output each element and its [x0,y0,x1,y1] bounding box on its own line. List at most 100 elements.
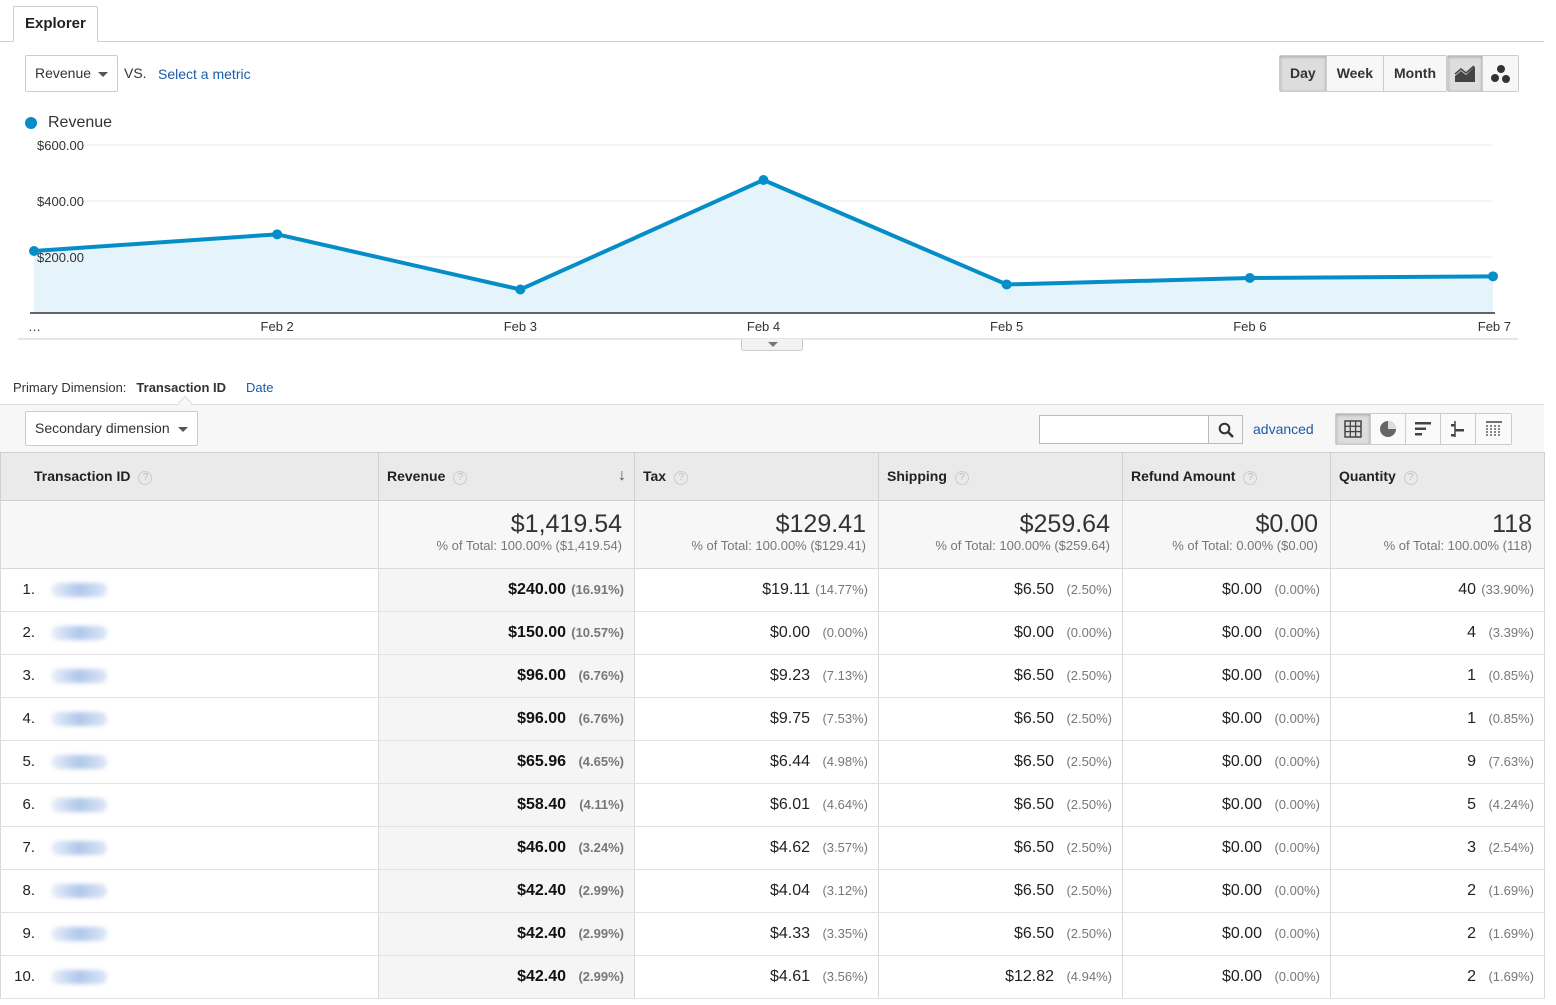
data-point [1488,271,1498,282]
revenue-value: $150.00 [508,624,566,641]
row-number: 9. [22,925,35,942]
shipping-cell: $6.50 (2.50%) [878,826,1123,870]
help-icon[interactable]: ? [138,470,153,485]
comparison-icon [1451,421,1464,437]
week-button[interactable]: Week [1326,56,1385,91]
quantity-value: 2 [1467,925,1476,942]
column-header-quantity[interactable]: Quantity? [1330,452,1545,501]
tax-value: $4.61 [769,968,810,985]
tax-value: $4.33 [769,925,810,942]
advanced-filter-link[interactable]: advanced [1253,421,1314,437]
data-table-view-button[interactable] [1336,414,1371,444]
revenue-value: $46.00 [517,839,566,856]
tax-cell: $4.33 (3.35%) [634,912,879,956]
metric-dropdown[interactable]: Revenue [25,55,118,92]
help-icon[interactable]: ? [1243,470,1258,485]
column-header-transaction-id[interactable]: Transaction ID? [0,452,379,501]
dimension-date[interactable]: Date [246,380,274,395]
table-row: 6. $58.40 (4.11%) $6.01 (4.64%) $6.50 (2.50%) $… [0,783,1545,827]
help-icon[interactable]: ? [674,470,689,485]
transaction-id-link[interactable] [51,625,107,640]
transaction-id-link[interactable] [51,754,107,769]
table-row: 9. $42.40 (2.99%) $4.33 (3.35%) $6.50 (2.50%) $… [0,912,1545,956]
quantity-value: 3 [1467,839,1476,856]
shipping-value: $6.50 [1013,796,1054,813]
motion-chart-button[interactable] [1483,56,1518,91]
transaction-id-link[interactable] [51,711,107,726]
total-tax: $129.41 % of Total: 100.00% ($129.41) [634,500,879,569]
transaction-id-link[interactable] [51,883,107,898]
x-tick-label: Feb 3 [504,319,537,334]
transaction-id-cell: 9. [0,912,379,956]
transaction-id-link[interactable] [51,926,107,941]
tax-cell: $19.11 (14.77%) [634,568,879,612]
column-header-tax[interactable]: Tax? [634,452,879,501]
tax-percent: (7.13%) [822,668,868,683]
tab-explorer[interactable]: Explorer [13,6,98,42]
quantity-percent: (1.69%) [1488,969,1534,984]
revenue-chart: $200.00 $400.00 $600.00 … Feb 2 Feb 3 Feb 4 Feb… [18,140,1518,340]
comparison-view-button[interactable] [1441,414,1476,444]
shipping-value: $6.50 [1013,925,1054,942]
secondary-dimension-dropdown[interactable]: Secondary dimension [25,411,198,446]
table-row: 10. $42.40 (2.99%) $4.61 (3.56%) $12.82 (4.94%… [0,955,1545,999]
help-icon[interactable]: ? [954,470,969,485]
column-header-refund-amount[interactable]: Refund Amount? [1122,452,1331,501]
transaction-id-link[interactable] [51,668,107,683]
refund-cell: $0.00 (0.00%) [1122,869,1331,913]
refund-percent: (0.00%) [1274,754,1320,769]
y-tick-label: $600.00 [37,140,84,153]
refund-percent: (0.00%) [1274,926,1320,941]
performance-view-button[interactable] [1406,414,1441,444]
transaction-id-link[interactable] [51,969,107,984]
quantity-cell: 4 (3.39%) [1330,611,1545,655]
search-button[interactable] [1208,415,1243,444]
revenue-percent: (2.99%) [578,969,624,984]
month-button[interactable]: Month [1384,56,1446,91]
column-header-label: Revenue [387,468,446,485]
pie-view-button[interactable] [1371,414,1406,444]
shipping-cell: $6.50 (2.50%) [878,697,1123,741]
line-chart-button[interactable] [1448,56,1483,91]
chart-collapse-handle[interactable] [741,339,803,351]
column-header-shipping[interactable]: Shipping? [878,452,1123,501]
shipping-cell: $0.00 (0.00%) [878,611,1123,655]
table-header-row: Transaction ID? Revenue? ↓ Tax? Shipping… [0,452,1545,501]
refund-value: $0.00 [1221,710,1262,727]
transaction-id-link[interactable] [51,797,107,812]
total-value: $1,419.54 [510,510,622,538]
transaction-id-link[interactable] [51,840,107,855]
revenue-value: $65.96 [517,753,566,770]
dimension-transaction-id[interactable]: Transaction ID [136,380,226,395]
period-toggle: Day Week Month [1279,55,1447,92]
table-row: 8. $42.40 (2.99%) $4.04 (3.12%) $6.50 (2.50%) $… [0,869,1545,913]
totals-empty-cell [0,500,379,569]
quantity-value: 1 [1467,710,1476,727]
refund-cell: $0.00 (0.00%) [1122,955,1331,999]
shipping-cell: $6.50 (2.50%) [878,869,1123,913]
refund-cell: $0.00 (0.00%) [1122,611,1331,655]
revenue-cell: $96.00 (6.76%) [378,654,635,698]
tax-percent: (3.12%) [822,883,868,898]
bubble-chart-icon [1490,64,1510,83]
transaction-id-link[interactable] [51,582,107,597]
day-button[interactable]: Day [1280,56,1327,91]
refund-cell: $0.00 (0.00%) [1122,912,1331,956]
total-value: $0.00 [1255,510,1318,538]
refund-cell: $0.00 (0.00%) [1122,654,1331,698]
x-tick-label: Feb 7 [1478,319,1511,334]
help-icon[interactable]: ? [453,470,468,485]
table-search-input[interactable] [1039,415,1209,444]
shipping-cell: $6.50 (2.50%) [878,783,1123,827]
tax-percent: (4.98%) [822,754,868,769]
shipping-value: $6.50 [1013,753,1054,770]
data-point [758,175,769,185]
row-number: 7. [22,839,35,856]
pivot-view-button[interactable] [1476,414,1511,444]
column-header-revenue[interactable]: Revenue? ↓ [378,452,635,501]
select-metric-link[interactable]: Select a metric [158,66,251,82]
x-tick-label: … [28,319,41,334]
refund-cell: $0.00 (0.00%) [1122,783,1331,827]
revenue-value: $58.40 [517,796,566,813]
help-icon[interactable]: ? [1403,470,1418,485]
